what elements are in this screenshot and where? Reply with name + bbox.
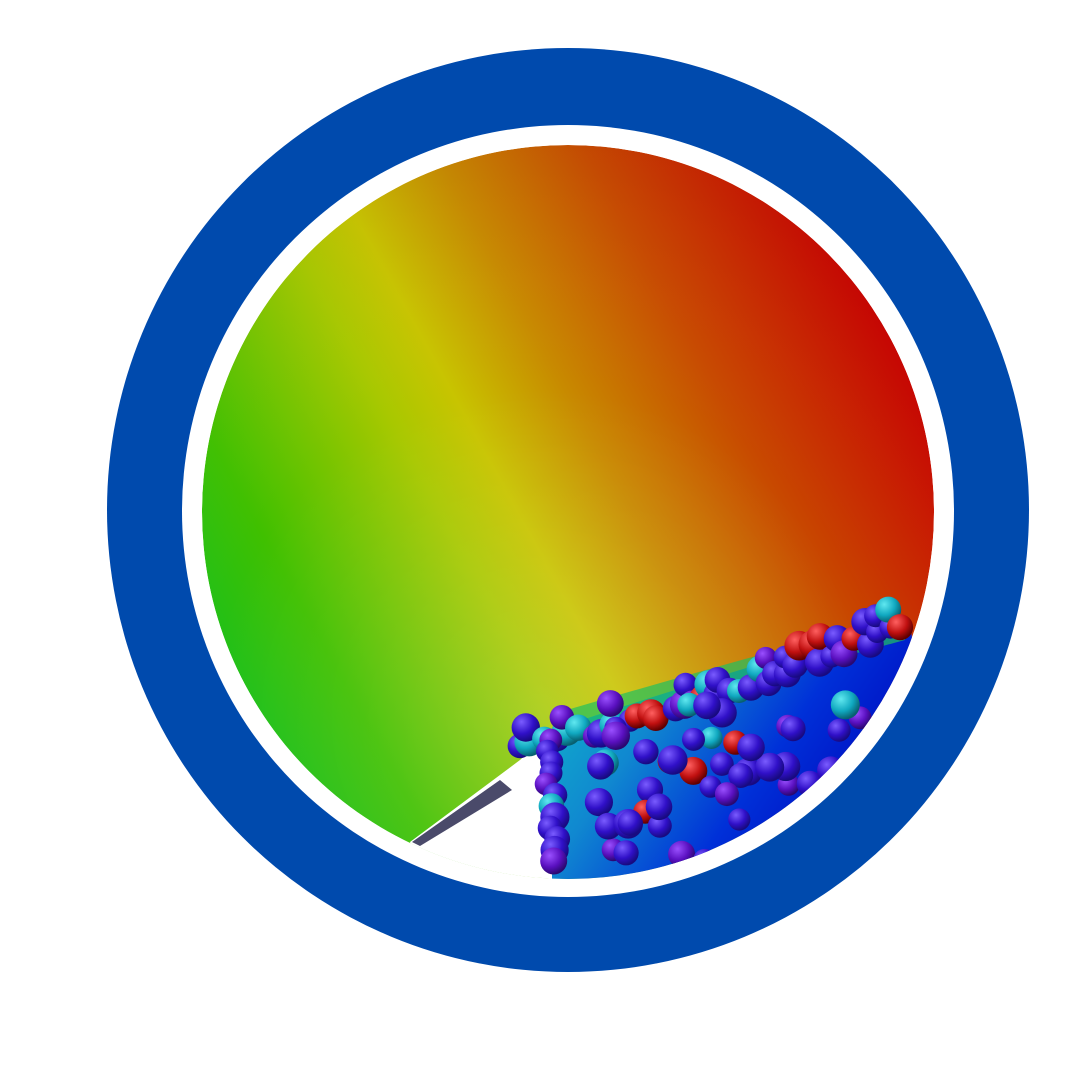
sloped-edge — [412, 780, 512, 846]
particle — [830, 690, 860, 720]
particle — [728, 808, 751, 831]
particle — [643, 705, 669, 731]
particle — [682, 727, 705, 751]
particle — [647, 813, 672, 838]
particle — [633, 739, 659, 765]
particle — [886, 614, 914, 641]
particle — [710, 752, 734, 776]
particle — [601, 721, 630, 750]
particle — [728, 763, 754, 788]
particle — [540, 847, 568, 875]
particle — [755, 752, 785, 782]
particle — [587, 752, 615, 780]
particle — [584, 788, 614, 817]
particle — [714, 782, 739, 807]
particle — [658, 745, 688, 775]
particle — [617, 810, 643, 836]
particle — [693, 691, 721, 720]
particle — [700, 726, 723, 750]
particle — [737, 733, 765, 762]
particle — [780, 716, 806, 742]
particle — [613, 840, 639, 866]
particle — [596, 690, 624, 717]
particle — [645, 793, 673, 821]
particle — [827, 718, 851, 742]
